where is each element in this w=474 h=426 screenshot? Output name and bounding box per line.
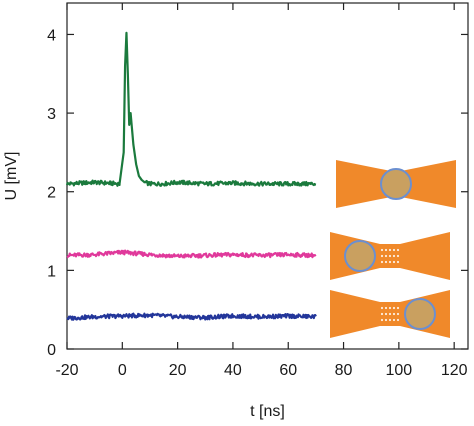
y-tick-label: 0 xyxy=(47,342,56,359)
constriction-dot xyxy=(396,312,400,316)
constriction-dot xyxy=(392,312,396,316)
constriction-dot xyxy=(380,260,384,264)
laser-spot xyxy=(380,168,412,200)
constriction-dot xyxy=(384,248,388,252)
constriction-dot xyxy=(384,260,388,264)
y-tick-label: 2 xyxy=(47,185,56,202)
inset-schematic-2 xyxy=(330,232,450,280)
constriction-dot xyxy=(384,312,388,316)
constriction-dot xyxy=(388,254,392,258)
x-tick-label: 80 xyxy=(335,362,353,379)
constriction-dot xyxy=(388,260,392,264)
constriction-dot xyxy=(380,248,384,252)
constriction-dot xyxy=(380,312,384,316)
constriction-dot xyxy=(396,254,400,258)
y-tick-label: 1 xyxy=(47,263,56,280)
constriction-dot xyxy=(384,254,388,258)
y-axis-title: U [mV] xyxy=(3,152,20,201)
plot-area-frame xyxy=(66,2,469,350)
x-tick-label: 0 xyxy=(118,362,127,379)
constriction-dot xyxy=(380,318,384,322)
x-tick-label: 40 xyxy=(224,362,242,379)
constriction-dot xyxy=(396,306,400,310)
constriction-dot xyxy=(392,318,396,322)
x-axis-title: t [ns] xyxy=(250,403,285,420)
constriction-dot xyxy=(392,254,396,258)
constriction-dot xyxy=(384,306,388,310)
x-tick-label: 20 xyxy=(169,362,187,379)
y-tick-label: 3 xyxy=(47,106,56,123)
constriction-dot xyxy=(392,248,396,252)
x-tick-label: 60 xyxy=(279,362,297,379)
constriction-dot xyxy=(388,312,392,316)
constriction-dot xyxy=(392,306,396,310)
series-line-2 xyxy=(66,249,317,259)
constriction-dot xyxy=(392,260,396,264)
inset-schematic-1 xyxy=(336,160,456,208)
laser-spot xyxy=(344,240,376,272)
constriction-dot xyxy=(388,248,392,252)
series-line-3 xyxy=(66,312,317,321)
x-tick-label: -20 xyxy=(55,362,78,379)
y-tick-label: 4 xyxy=(47,27,56,44)
laser-spot xyxy=(404,298,436,330)
inset-schematic-3 xyxy=(330,290,450,338)
constriction-dot xyxy=(384,318,388,322)
constriction-dot xyxy=(396,248,400,252)
constriction-dot xyxy=(396,260,400,264)
constriction-dot xyxy=(380,254,384,258)
x-tick-label: 120 xyxy=(441,362,468,379)
constriction-dot xyxy=(380,306,384,310)
constriction-dot xyxy=(388,318,392,322)
constriction-dot xyxy=(388,306,392,310)
series-line-1 xyxy=(65,31,317,187)
constriction-dot xyxy=(396,318,400,322)
x-tick-label: 100 xyxy=(386,362,413,379)
